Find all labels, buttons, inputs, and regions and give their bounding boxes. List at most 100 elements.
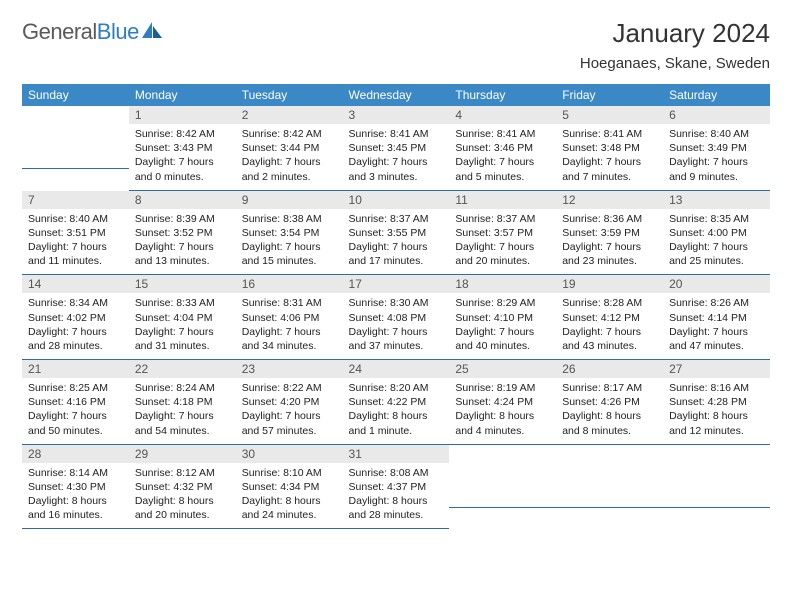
sunset-text: Sunset: 3:59 PM (562, 226, 657, 240)
day-number: 31 (343, 445, 450, 463)
sunrise-text: Sunrise: 8:37 AM (349, 212, 444, 226)
daylight-text: Daylight: 8 hours and 4 minutes. (455, 409, 550, 437)
sunrise-text: Sunrise: 8:36 AM (562, 212, 657, 226)
daylight-text: Daylight: 7 hours and 13 minutes. (135, 240, 230, 268)
sunrise-text: Sunrise: 8:39 AM (135, 212, 230, 226)
daylight-text: Daylight: 7 hours and 50 minutes. (28, 409, 123, 437)
day-details: Sunrise: 8:42 AMSunset: 3:44 PMDaylight:… (236, 124, 343, 190)
sunrise-text: Sunrise: 8:34 AM (28, 296, 123, 310)
sunset-text: Sunset: 3:55 PM (349, 226, 444, 240)
sunrise-text: Sunrise: 8:26 AM (669, 296, 764, 310)
sunrise-text: Sunrise: 8:24 AM (135, 381, 230, 395)
sunrise-text: Sunrise: 8:25 AM (28, 381, 123, 395)
day-details: Sunrise: 8:40 AMSunset: 3:51 PMDaylight:… (22, 209, 129, 275)
daylight-text: Daylight: 7 hours and 43 minutes. (562, 325, 657, 353)
calendar-cell: 8Sunrise: 8:39 AMSunset: 3:52 PMDaylight… (129, 191, 236, 276)
day-details: Sunrise: 8:20 AMSunset: 4:22 PMDaylight:… (343, 378, 450, 444)
day-details: Sunrise: 8:41 AMSunset: 3:45 PMDaylight:… (343, 124, 450, 190)
daylight-text: Daylight: 7 hours and 5 minutes. (455, 155, 550, 183)
sunset-text: Sunset: 4:16 PM (28, 395, 123, 409)
daylight-text: Daylight: 7 hours and 34 minutes. (242, 325, 337, 353)
day-details: Sunrise: 8:38 AMSunset: 3:54 PMDaylight:… (236, 209, 343, 275)
calendar-cell: 23Sunrise: 8:22 AMSunset: 4:20 PMDayligh… (236, 360, 343, 445)
calendar-cell: 11Sunrise: 8:37 AMSunset: 3:57 PMDayligh… (449, 191, 556, 276)
logo-text-1: General (22, 19, 97, 45)
day-details: Sunrise: 8:22 AMSunset: 4:20 PMDaylight:… (236, 378, 343, 444)
sunrise-text: Sunrise: 8:31 AM (242, 296, 337, 310)
weekday-header: Saturday (663, 84, 770, 106)
day-number: 22 (129, 360, 236, 378)
daylight-text: Daylight: 7 hours and 23 minutes. (562, 240, 657, 268)
calendar-cell: 10Sunrise: 8:37 AMSunset: 3:55 PMDayligh… (343, 191, 450, 276)
day-number: 20 (663, 275, 770, 293)
calendar-cell: 30Sunrise: 8:10 AMSunset: 4:34 PMDayligh… (236, 445, 343, 530)
day-details: Sunrise: 8:14 AMSunset: 4:30 PMDaylight:… (22, 463, 129, 529)
day-number: 2 (236, 106, 343, 124)
daylight-text: Daylight: 7 hours and 20 minutes. (455, 240, 550, 268)
day-number: 9 (236, 191, 343, 209)
sunrise-text: Sunrise: 8:41 AM (455, 127, 550, 141)
sunrise-text: Sunrise: 8:40 AM (669, 127, 764, 141)
daylight-text: Daylight: 7 hours and 2 minutes. (242, 155, 337, 183)
sunrise-text: Sunrise: 8:42 AM (135, 127, 230, 141)
sunrise-text: Sunrise: 8:20 AM (349, 381, 444, 395)
calendar-cell: 3Sunrise: 8:41 AMSunset: 3:45 PMDaylight… (343, 106, 450, 191)
calendar-cell (663, 445, 770, 530)
calendar-cell: 14Sunrise: 8:34 AMSunset: 4:02 PMDayligh… (22, 275, 129, 360)
day-details: Sunrise: 8:35 AMSunset: 4:00 PMDaylight:… (663, 209, 770, 275)
day-details: Sunrise: 8:39 AMSunset: 3:52 PMDaylight:… (129, 209, 236, 275)
calendar-cell: 25 Sunrise: 8:19 AMSunset: 4:24 PMDayligh… (449, 360, 556, 445)
calendar-cell: 28Sunrise: 8:14 AMSunset: 4:30 PMDayligh… (22, 445, 129, 530)
day-details: Sunrise: 8:40 AMSunset: 3:49 PMDaylight:… (663, 124, 770, 190)
logo-text-2: Blue (97, 19, 139, 45)
day-details: Sunrise: 8:16 AMSunset: 4:28 PMDaylight:… (663, 378, 770, 444)
sunset-text: Sunset: 3:46 PM (455, 141, 550, 155)
sunrise-text: Sunrise: 8:35 AM (669, 212, 764, 226)
daylight-text: Daylight: 7 hours and 57 minutes. (242, 409, 337, 437)
day-details: Sunrise: 8:37 AMSunset: 3:55 PMDaylight:… (343, 209, 450, 275)
sunrise-text: Sunrise: 8:22 AM (242, 381, 337, 395)
daylight-text: Daylight: 8 hours and 12 minutes. (669, 409, 764, 437)
calendar-cell: 4Sunrise: 8:41 AMSunset: 3:46 PMDaylight… (449, 106, 556, 191)
sunset-text: Sunset: 3:51 PM (28, 226, 123, 240)
sunrise-text: Sunrise: 8:14 AM (28, 466, 123, 480)
day-number: 26 (556, 360, 663, 378)
month-title: January 2024 (580, 18, 770, 49)
sunset-text: Sunset: 3:57 PM (455, 226, 550, 240)
day-number: 23 (236, 360, 343, 378)
day-number: 4 (449, 106, 556, 124)
sunset-text: Sunset: 4:00 PM (669, 226, 764, 240)
sunset-text: Sunset: 4:28 PM (669, 395, 764, 409)
day-number: 7 (22, 191, 129, 209)
day-number: 14 (22, 275, 129, 293)
weekday-header: Friday (556, 84, 663, 106)
day-details: Sunrise: 8:41 AMSunset: 3:48 PMDaylight:… (556, 124, 663, 190)
sunset-text: Sunset: 4:06 PM (242, 311, 337, 325)
day-details: Sunrise: 8:33 AMSunset: 4:04 PMDaylight:… (129, 293, 236, 359)
day-details: Sunrise: 8:41 AMSunset: 3:46 PMDaylight:… (449, 124, 556, 190)
day-details: Sunrise: 8:28 AMSunset: 4:12 PMDaylight:… (556, 293, 663, 359)
sunrise-text: Sunrise: 8:17 AM (562, 381, 657, 395)
day-details: Sunrise: 8:26 AMSunset: 4:14 PMDaylight:… (663, 293, 770, 359)
weekday-header: Monday (129, 84, 236, 106)
day-number: 1 (129, 106, 236, 124)
calendar-cell: 7Sunrise: 8:40 AMSunset: 3:51 PMDaylight… (22, 191, 129, 276)
sunrise-text: Sunrise: 8:40 AM (28, 212, 123, 226)
day-number: 16 (236, 275, 343, 293)
sunset-text: Sunset: 3:43 PM (135, 141, 230, 155)
sunrise-text: Sunrise: 8:16 AM (669, 381, 764, 395)
day-details (556, 449, 663, 507)
sunrise-text: Sunrise: 8:41 AM (562, 127, 657, 141)
sunset-text: Sunset: 4:18 PM (135, 395, 230, 409)
day-number: 5 (556, 106, 663, 124)
sunset-text: Sunset: 4:24 PM (455, 395, 550, 409)
day-number: 25 (449, 360, 556, 378)
day-number: 3 (343, 106, 450, 124)
day-details: Sunrise: 8:34 AMSunset: 4:02 PMDaylight:… (22, 293, 129, 359)
title-block: January 2024 Hoeganaes, Skane, Sweden (580, 18, 770, 72)
day-details (449, 449, 556, 507)
sunrise-text: Sunrise: 8:19 AM (455, 381, 550, 395)
logo-sail-icon (142, 20, 164, 46)
calendar-row: 1 Sunrise: 8:42 AMSunset: 3:43 PM Daylight… (22, 106, 770, 191)
calendar-cell: 27Sunrise: 8:16 AMSunset: 4:28 PMDayligh… (663, 360, 770, 445)
